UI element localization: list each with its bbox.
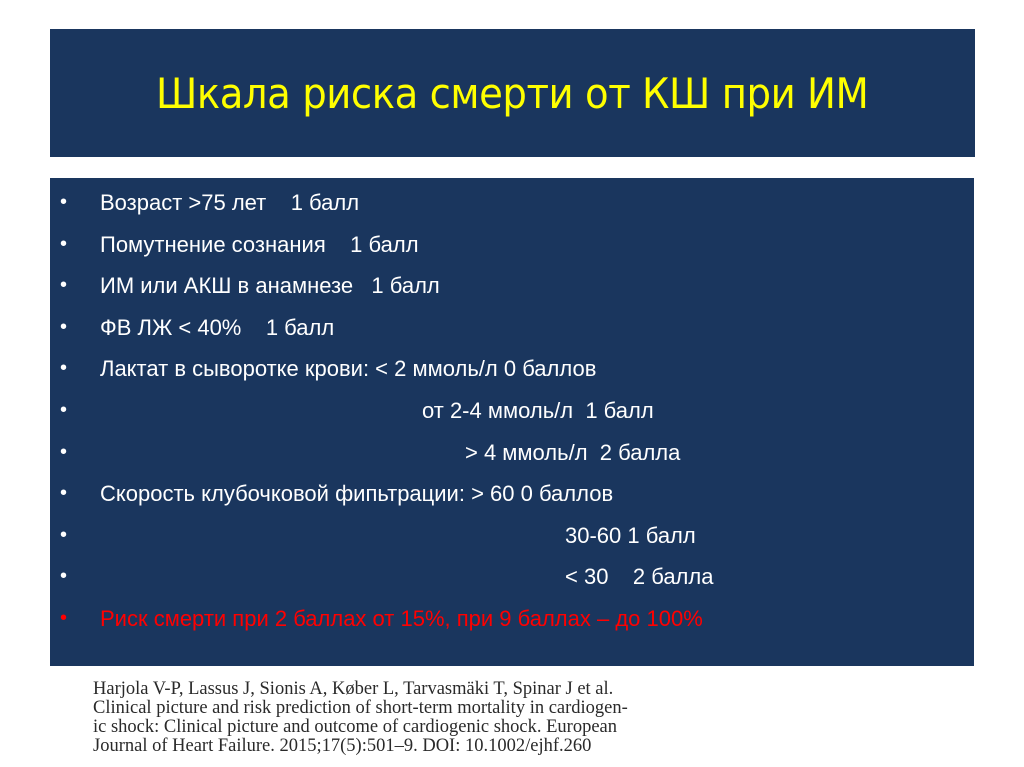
- bullet-dot-icon: •: [60, 232, 68, 255]
- bullet-text: ФВ ЛЖ < 40% 1 балл: [100, 314, 335, 340]
- slide-body-box: • Возраст >75 лет 1 балл • Помутнение созна…: [50, 178, 974, 666]
- citation: Harjola V-P, Lassus J, Sionis A, Køber L…: [93, 680, 933, 756]
- bullet-list: • Возраст >75 лет 1 балл • Помутнение созна…: [50, 182, 974, 640]
- bullet-text: Риск смерти при 2 баллах от 15%, при 9 б…: [100, 605, 703, 631]
- bullet-item: • ИМ или АКШ в анамнезе 1 балл: [50, 265, 974, 307]
- bullet-text: Возраст >75 лет 1 балл: [100, 190, 360, 215]
- bullet-item: • < 30 2 балла: [50, 556, 974, 598]
- bullet-dot-icon: •: [60, 606, 68, 629]
- bullet-dot-icon: •: [60, 440, 68, 463]
- slide-title: Шкала риска смерти от КШ при ИМ: [156, 68, 869, 118]
- citation-line: Clinical picture and risk prediction of …: [93, 698, 628, 718]
- citation-line: Harjola V-P, Lassus J, Sionis A, Køber L…: [93, 679, 614, 699]
- bullet-text: Скорость клубочковой фипьтрации: > 60 0 …: [100, 481, 614, 507]
- bullet-text: ИМ или АКШ в анамнезе 1 балл: [100, 273, 440, 299]
- bullet-text: > 4 ммоль/л 2 балла: [465, 439, 681, 465]
- bullet-dot-icon: •: [60, 398, 68, 421]
- slide-title-box: Шкала риска смерти от КШ при ИМ: [50, 29, 975, 157]
- bullet-item: • Помутнение сознания 1 балл: [50, 224, 974, 266]
- bullet-dot-icon: •: [60, 482, 68, 505]
- bullet-dot-icon: •: [60, 274, 68, 297]
- bullet-item: • Скорость клубочковой фипьтрации: > 60 0…: [50, 473, 974, 515]
- bullet-text: < 30 2 балла: [565, 564, 714, 590]
- bullet-item: • Лактат в сыворотке крови: < 2 ммоль/л 0…: [50, 348, 974, 390]
- bullet-item: • ФВ ЛЖ < 40% 1 балл: [50, 307, 974, 349]
- bullet-item: • Возраст >75 лет 1 балл: [50, 182, 974, 224]
- bullet-item: • > 4 ммоль/л 2 балла: [50, 432, 974, 474]
- bullet-text: от 2-4 ммоль/л 1 балл: [422, 397, 654, 423]
- citation-line: ic shock: Clinical picture and outcome o…: [93, 717, 617, 737]
- bullet-text: 30-60 1 балл: [565, 522, 696, 548]
- bullet-dot-icon: •: [60, 191, 68, 213]
- bullet-dot-icon: •: [60, 315, 68, 338]
- bullet-text: Помутнение сознания 1 балл: [100, 231, 419, 257]
- bullet-text: Лактат в сыворотке крови: < 2 ммоль/л 0 …: [100, 356, 597, 382]
- bullet-dot-icon: •: [60, 523, 68, 546]
- bullet-dot-icon: •: [60, 565, 68, 588]
- bullet-item: • Риск смерти при 2 баллах от 15%, при 9 …: [50, 598, 974, 640]
- bullet-dot-icon: •: [60, 357, 68, 380]
- bullet-item: • от 2-4 ммоль/л 1 балл: [50, 390, 974, 432]
- citation-line: Journal of Heart Failure. 2015;17(5):501…: [93, 736, 592, 756]
- bullet-item: • 30-60 1 балл: [50, 515, 974, 557]
